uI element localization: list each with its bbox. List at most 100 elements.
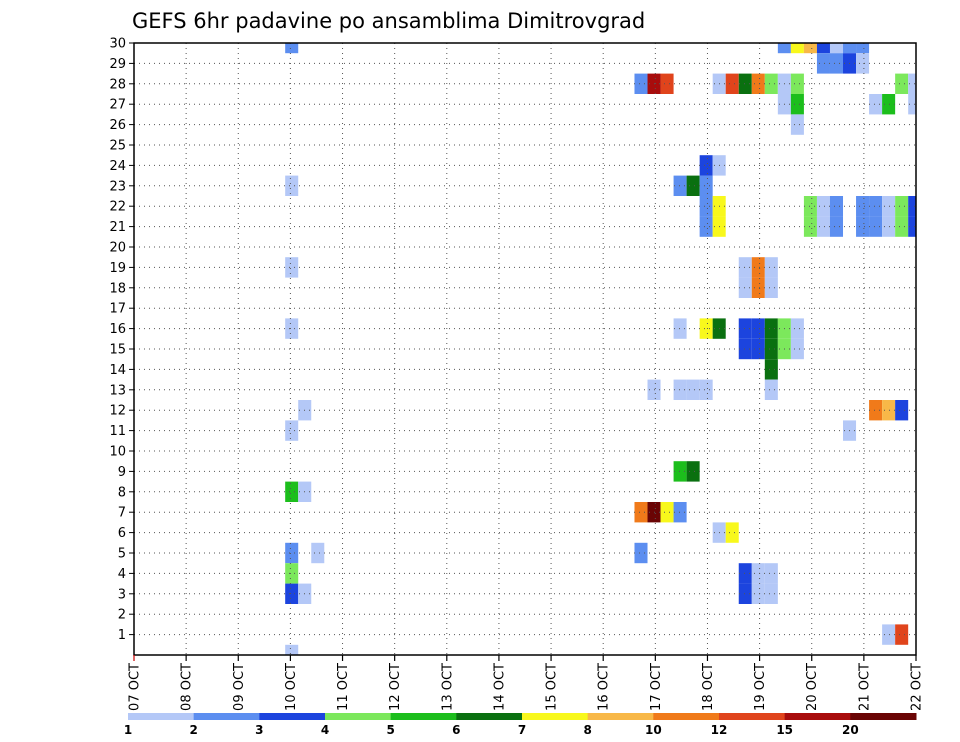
y-tick-label: 24 xyxy=(109,159,126,174)
precip-cell xyxy=(908,216,916,237)
precip-cell xyxy=(764,73,778,94)
colorbar-swatch xyxy=(719,713,786,720)
colorbar-label: 20 xyxy=(842,723,859,737)
precip-cell xyxy=(686,461,700,482)
precip-cell xyxy=(738,563,752,584)
y-tick-label: 28 xyxy=(109,77,126,92)
precip-cell xyxy=(816,216,830,237)
precip-cell xyxy=(699,318,713,339)
colorbar-swatch xyxy=(587,713,654,720)
precip-cell xyxy=(285,318,299,339)
precip-cell xyxy=(908,73,916,94)
colorbar-label: 12 xyxy=(711,723,728,737)
precip-cell xyxy=(764,583,778,604)
precip-cell xyxy=(790,114,804,135)
precip-cell xyxy=(764,359,778,380)
precip-cell xyxy=(699,175,713,196)
precip-cell xyxy=(751,563,765,584)
precip-cell xyxy=(673,379,687,400)
precip-cell xyxy=(311,542,325,564)
precip-cell xyxy=(856,216,870,237)
colorbar-label: 15 xyxy=(776,723,793,737)
precip-cell xyxy=(764,379,778,400)
y-tick-label: 23 xyxy=(109,179,126,194)
y-tick-label: 18 xyxy=(109,281,126,296)
precip-cell xyxy=(285,175,299,196)
y-tick-label: 12 xyxy=(109,404,126,419)
colorbar-label: 8 xyxy=(583,723,591,737)
x-tick-label: 13 OCT xyxy=(440,663,455,711)
chart-title: GEFS 6hr padavine po ansamblima Dimitrov… xyxy=(132,9,645,33)
precip-cell xyxy=(869,94,883,115)
precip-cell xyxy=(882,216,896,237)
precip-cell xyxy=(882,624,896,645)
y-tick-label: 7 xyxy=(118,506,126,521)
y-tick-label: 19 xyxy=(109,261,126,276)
precip-cell xyxy=(699,216,713,237)
precip-cell xyxy=(285,43,299,54)
colorbar-label: 6 xyxy=(452,723,460,737)
colorbar-swatch xyxy=(259,713,326,720)
colorbar-swatch xyxy=(456,713,523,720)
precip-cell xyxy=(856,43,870,54)
precip-cell xyxy=(751,277,765,298)
precip-cell xyxy=(738,338,752,360)
y-tick-label: 21 xyxy=(109,220,126,235)
precip-cell xyxy=(738,73,752,94)
precip-cell xyxy=(751,318,765,339)
y-tick-label: 25 xyxy=(109,139,126,154)
colorbar-swatch xyxy=(325,713,392,720)
precip-cell xyxy=(843,43,857,54)
x-tick-label: 14 OCT xyxy=(492,663,507,711)
precip-cell xyxy=(895,216,909,237)
x-tick-label: 21 OCT xyxy=(857,663,872,711)
precip-cell xyxy=(882,400,896,421)
x-tick-label: 07 OCT xyxy=(128,663,143,711)
precip-cell xyxy=(816,43,830,54)
precip-cell xyxy=(285,420,299,441)
y-tick-label: 6 xyxy=(118,526,126,541)
grid-lines xyxy=(134,43,916,655)
precip-cell xyxy=(751,73,765,94)
precip-cell xyxy=(673,461,687,482)
precip-cell xyxy=(895,400,909,421)
precip-cell xyxy=(699,196,713,217)
x-tick-label: 09 OCT xyxy=(232,663,247,711)
precip-cell xyxy=(285,644,299,655)
precip-cell xyxy=(895,624,909,645)
y-tick-label: 8 xyxy=(118,485,126,500)
precip-cell xyxy=(803,196,817,217)
precip-cell xyxy=(673,318,687,339)
precip-cell xyxy=(882,94,896,115)
x-tick-label: 22 OCT xyxy=(910,663,925,711)
colorbar-label: 2 xyxy=(189,723,197,737)
x-tick-label: 19 OCT xyxy=(753,663,768,711)
y-tick-label: 9 xyxy=(118,465,126,480)
x-tick-label: 08 OCT xyxy=(180,663,195,711)
precip-cell xyxy=(660,502,674,523)
precip-cell xyxy=(660,73,674,94)
x-tick-label: 15 OCT xyxy=(545,663,560,711)
colorbar-swatch xyxy=(193,713,260,720)
y-tick-label: 27 xyxy=(109,98,126,113)
colorbar-label: 5 xyxy=(386,723,394,737)
precip-cell xyxy=(673,175,687,196)
precip-cell xyxy=(634,73,648,94)
colorbar-label: 1 xyxy=(124,723,132,737)
y-tick-label: 1 xyxy=(118,628,126,643)
precip-cell xyxy=(829,216,844,237)
precip-cell xyxy=(764,318,778,339)
precip-cell xyxy=(738,277,752,298)
colorbar-label: 3 xyxy=(255,723,263,737)
y-tick-label: 16 xyxy=(109,322,126,337)
precip-cell xyxy=(686,175,700,196)
x-tick-label: 12 OCT xyxy=(388,663,403,711)
colorbar-label: 10 xyxy=(645,723,662,737)
precip-cell xyxy=(751,338,765,360)
precip-cell xyxy=(285,481,299,502)
precip-cell xyxy=(751,583,765,604)
precip-cell xyxy=(764,277,778,298)
y-tick-label: 2 xyxy=(118,608,126,623)
precip-cell xyxy=(803,43,817,54)
precip-cell xyxy=(790,338,804,360)
